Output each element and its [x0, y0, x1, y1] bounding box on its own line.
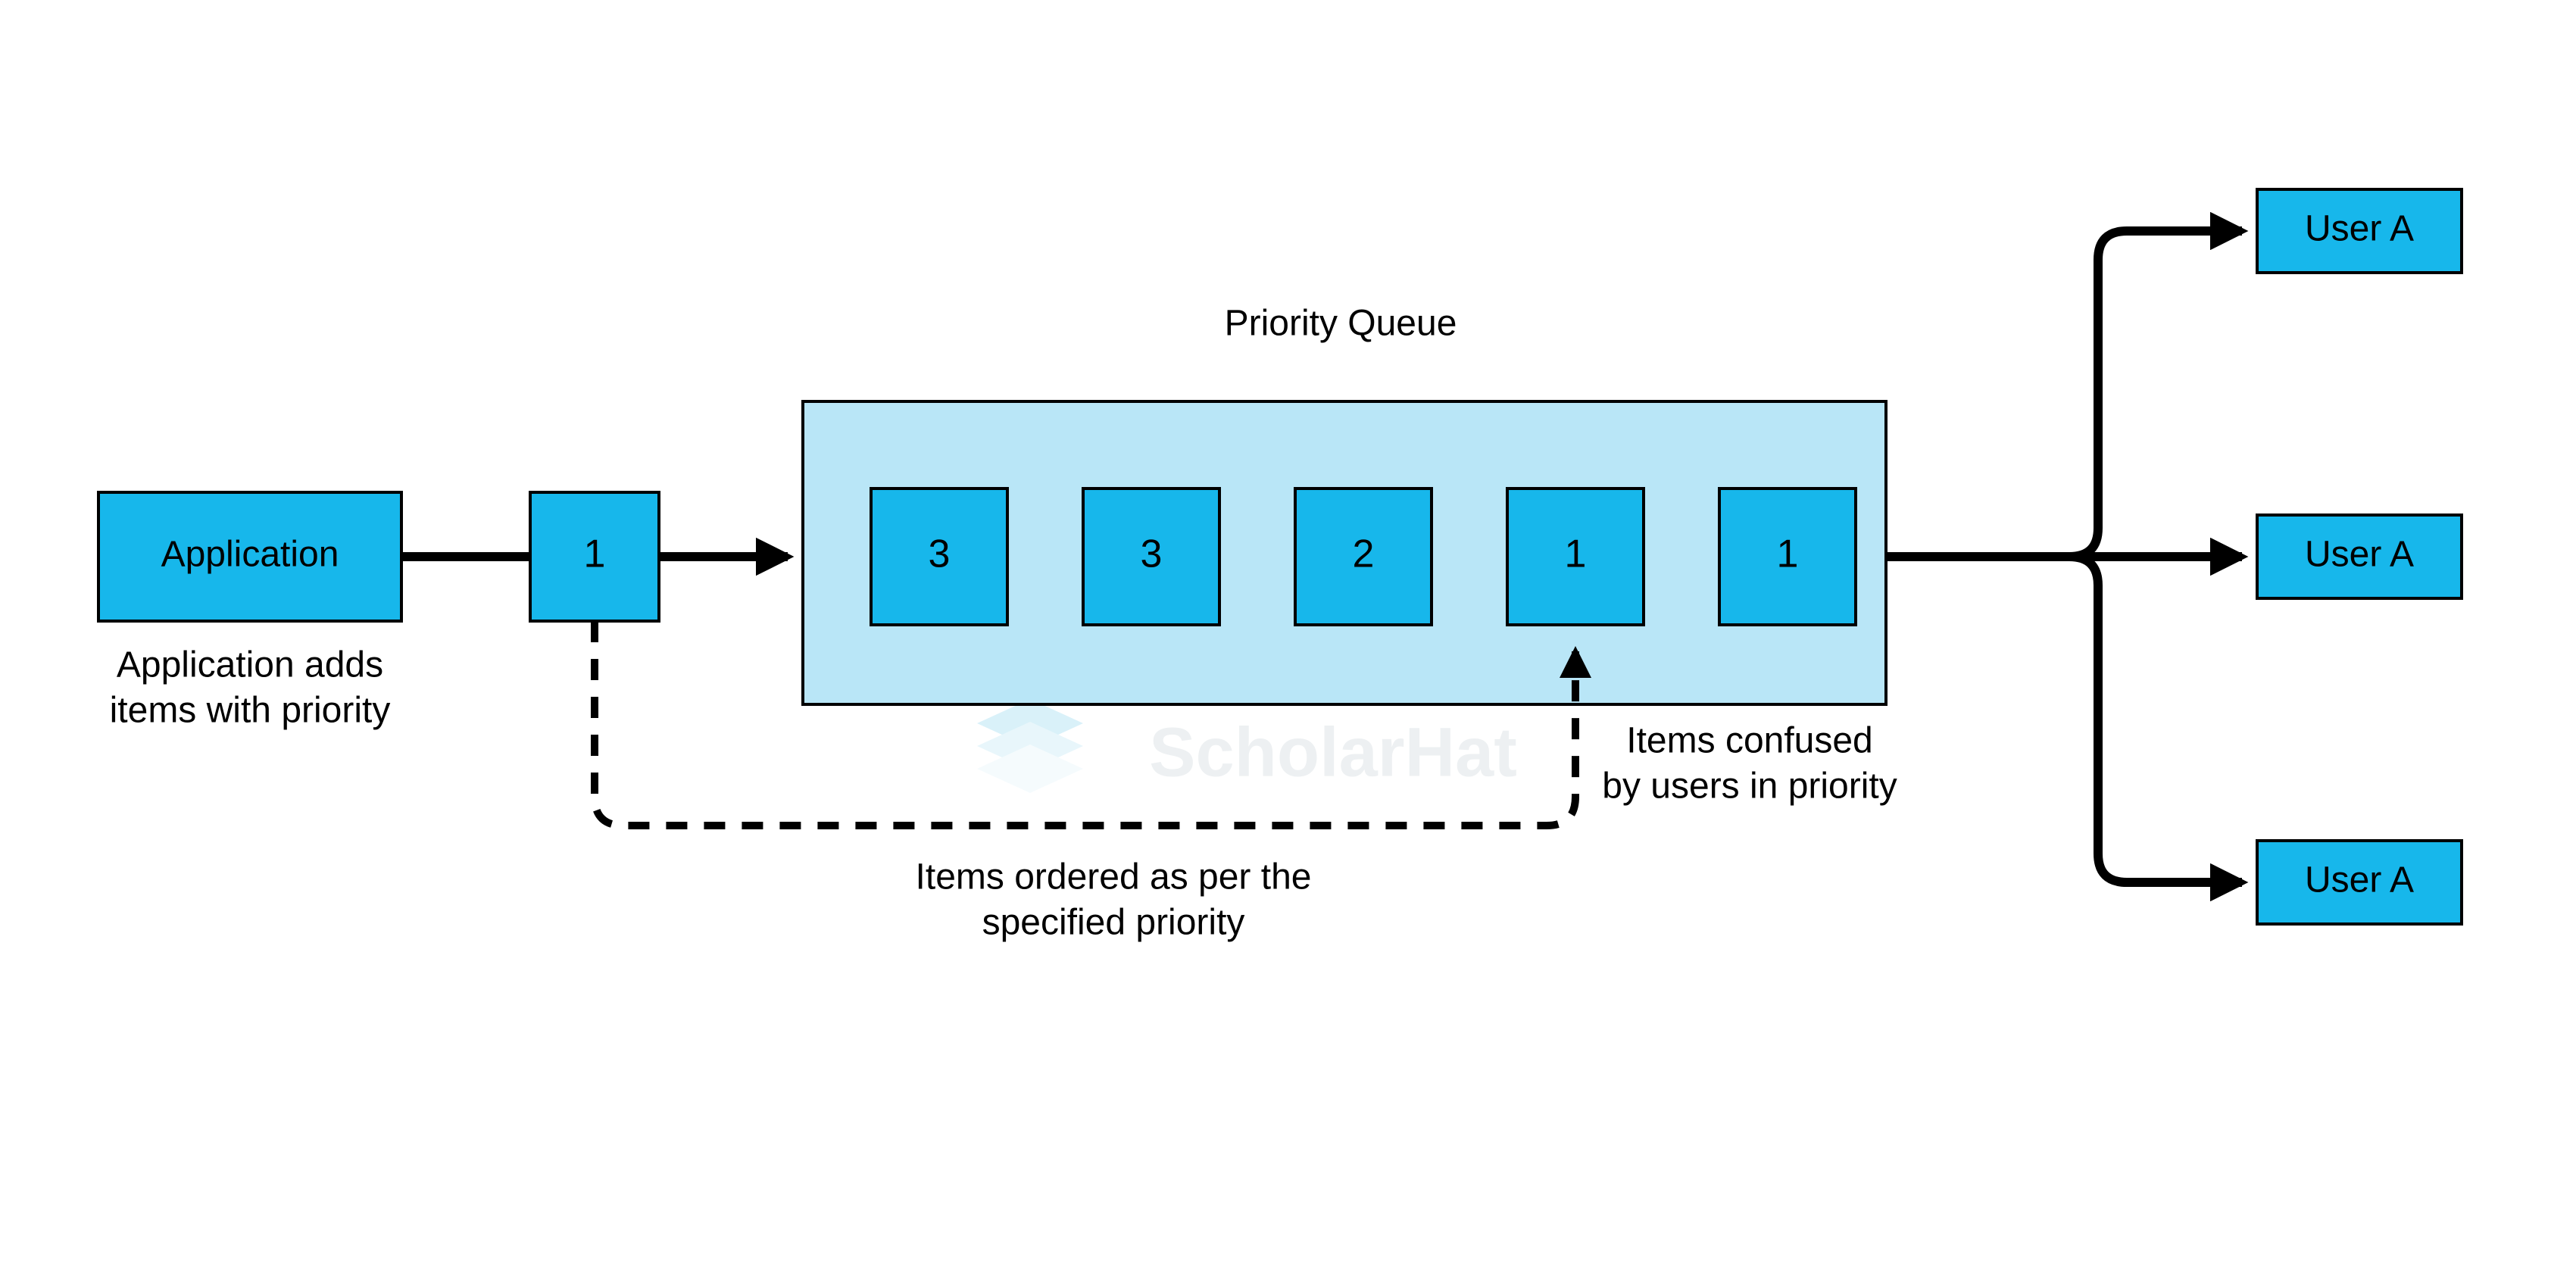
queue-item-4-label: 1	[1777, 532, 1799, 576]
consumed-caption: Items confused by users in priority	[1602, 721, 1897, 807]
arrow-to-user-bot	[1886, 557, 2242, 882]
user-box-2: User A	[2257, 841, 2462, 924]
queue-item-0: 3	[871, 489, 1007, 625]
user-box-0-label: User A	[2305, 209, 2414, 249]
ordered-caption: Items ordered as per the specified priori…	[916, 857, 1312, 943]
application-caption: Application adds items with priority	[110, 645, 391, 731]
incoming-item-box-label: 1	[584, 532, 606, 576]
queue-title: Priority Queue	[1225, 304, 1457, 344]
svg-text:Application adds: Application adds	[117, 645, 383, 685]
user-box-1: User A	[2257, 515, 2462, 598]
application-box: Application	[98, 492, 401, 621]
watermark: ScholarHat	[977, 699, 1517, 793]
svg-text:items with priority: items with priority	[110, 691, 391, 731]
svg-text:specified priority: specified priority	[982, 903, 1245, 943]
application-box-label: Application	[161, 535, 339, 575]
user-box-0: User A	[2257, 189, 2462, 273]
queue-item-1-label: 3	[1141, 532, 1163, 576]
queue-item-3-label: 1	[1565, 532, 1587, 576]
queue-item-1: 3	[1083, 489, 1219, 625]
incoming-item-box: 1	[530, 492, 659, 621]
svg-text:by users in priority: by users in priority	[1602, 766, 1897, 807]
user-box-1-label: User A	[2305, 535, 2414, 575]
svg-text:Items confused: Items confused	[1626, 721, 1873, 761]
user-box-2-label: User A	[2305, 860, 2414, 901]
queue-item-4: 1	[1719, 489, 1856, 625]
queue-item-3: 1	[1507, 489, 1644, 625]
queue-item-0-label: 3	[929, 532, 951, 576]
arrow-to-user-top	[1886, 231, 2242, 557]
queue-item-2: 2	[1295, 489, 1432, 625]
queue-item-2-label: 2	[1353, 532, 1375, 576]
svg-text:Items ordered as per the: Items ordered as per the	[916, 857, 1312, 897]
watermark-text: ScholarHat	[1149, 713, 1517, 791]
